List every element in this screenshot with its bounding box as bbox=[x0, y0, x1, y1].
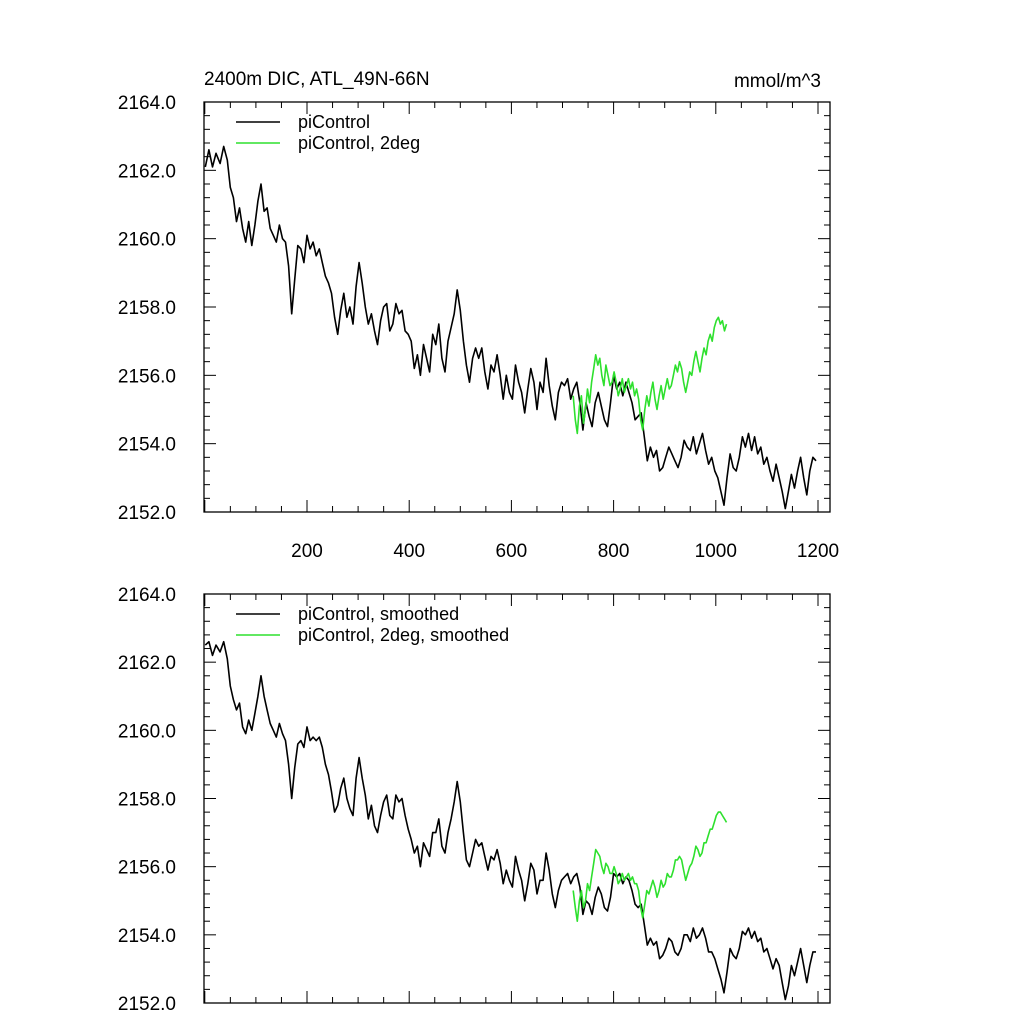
y-tick-label: 2156.0 bbox=[118, 858, 176, 879]
top-panel: 2152.0 2154.0 2156.0 2158.0 2160.0 2162.0 2164… bbox=[118, 93, 839, 562]
bottom-panel: 2152.0 2154.0 2156.0 2158.0 2160.0 2162.0 2164… bbox=[118, 585, 831, 1015]
y-tick-label: 2158.0 bbox=[118, 298, 176, 319]
x-tick-label: 400 bbox=[393, 541, 425, 562]
y-tick-label: 2164.0 bbox=[118, 585, 176, 606]
legend-label: piControl, 2deg, smoothed bbox=[298, 625, 509, 645]
plot-frame bbox=[203, 101, 831, 513]
series-line-piControl bbox=[204, 640, 816, 1001]
chart-title: 2400m DIC, ATL_49N-66N bbox=[204, 69, 430, 90]
x-tick-label: 600 bbox=[496, 541, 528, 562]
y-tick-label: 2164.0 bbox=[118, 93, 176, 114]
legend-label: piControl, smoothed bbox=[298, 604, 459, 624]
y-tick-label: 2156.0 bbox=[118, 366, 176, 387]
y-tick-label: 2160.0 bbox=[118, 721, 176, 742]
y-tick-label: 2152.0 bbox=[118, 503, 176, 524]
y-tick-label: 2162.0 bbox=[118, 161, 176, 182]
y-tick-label: 2160.0 bbox=[118, 230, 176, 251]
units-label: mmol/m^3 bbox=[734, 71, 821, 92]
x-tick-label: 200 bbox=[291, 541, 323, 562]
y-tick-label: 2162.0 bbox=[118, 653, 176, 674]
legend-label: piControl bbox=[298, 112, 370, 132]
x-tick-label: 1000 bbox=[695, 541, 737, 562]
y-tick-label: 2154.0 bbox=[118, 926, 176, 947]
y-tick-label: 2158.0 bbox=[118, 790, 176, 811]
series-line-piControl-2deg bbox=[572, 316, 728, 435]
series-line-piControl bbox=[204, 145, 817, 510]
series-line-piControl-2deg bbox=[572, 811, 728, 922]
y-tick-label: 2154.0 bbox=[118, 435, 176, 456]
y-tick-label: 2152.0 bbox=[118, 994, 176, 1015]
legend-label: piControl, 2deg bbox=[298, 133, 420, 153]
x-tick-label: 800 bbox=[598, 541, 630, 562]
plot-frame bbox=[203, 593, 831, 1004]
x-tick-label: 1200 bbox=[797, 541, 839, 562]
